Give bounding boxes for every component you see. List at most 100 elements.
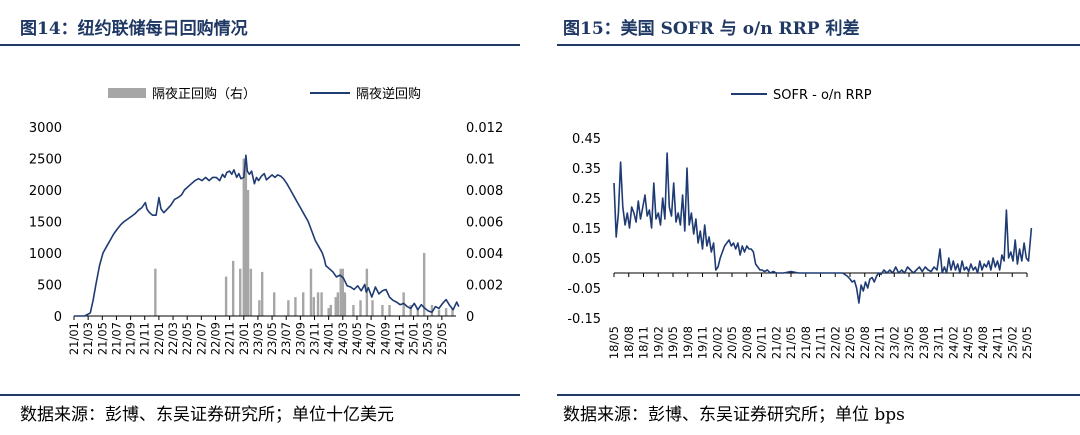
right-chart-source: 数据来源：彭博、东吴证券研究所；单位 bps	[563, 405, 905, 425]
bar-overnight-repo	[437, 309, 441, 316]
x-tick-label: 19/05	[666, 326, 680, 359]
y-tick-label: -0.15	[567, 312, 601, 327]
x-tick-label: 22/08	[858, 326, 872, 359]
y-right-tick-label: 0.012	[466, 121, 503, 136]
bar-overnight-repo	[334, 297, 337, 316]
x-tick-label: 19/08	[681, 326, 695, 359]
right-chart-panel: 图15：美国 SOFR 与 o/n RRP 利差 SOFR - o/n RRP 0…	[557, 0, 1080, 435]
bar-overnight-repo	[244, 158, 248, 316]
x-tick-label: 21/03	[81, 322, 95, 355]
bar-overnight-repo	[430, 304, 434, 316]
right-title-rule	[557, 44, 1080, 46]
line-sofr-spread	[613, 152, 1033, 304]
y-right-tick-label: 0.002	[466, 279, 503, 294]
x-tick-label: 25/03	[421, 322, 435, 355]
x-tick-label: 24/08	[976, 326, 990, 359]
bar-overnight-repo	[336, 292, 340, 316]
bar-overnight-repo	[260, 271, 264, 316]
bar-overnight-repo	[231, 260, 235, 316]
y-right-tick-label: 0.01	[466, 153, 495, 168]
bar-overnight-repo	[371, 300, 374, 316]
y-left-tick-label: 3000	[29, 121, 62, 136]
bar-overnight-repo	[309, 268, 313, 316]
x-tick-label: 24/02	[946, 326, 960, 359]
left-chart-title: 图14：纽约联储每日回购情况	[20, 19, 248, 39]
x-tick-label: 22/05	[843, 326, 857, 359]
x-tick-label: 22/01	[152, 322, 166, 355]
bar-overnight-repo	[242, 158, 245, 316]
bar-overnight-repo	[224, 276, 228, 316]
x-tick-label: 21/11	[814, 326, 828, 359]
x-tick-label: 25/01	[407, 322, 421, 355]
right-chart-title: 图15：美国 SOFR 与 o/n RRP 利差	[563, 19, 860, 39]
line-overnight-reverse-repo	[74, 154, 460, 317]
y-tick-label: 0.45	[572, 132, 601, 147]
x-tick-label: 21/05	[784, 326, 798, 359]
x-tick-label: 19/02	[651, 326, 665, 359]
x-tick-label: 23/01	[237, 322, 251, 355]
bar-overnight-repo	[381, 304, 384, 316]
y-right-tick-label: 0.008	[466, 184, 503, 199]
x-tick-label: 21/09	[124, 322, 138, 355]
bar-overnight-repo	[416, 308, 419, 316]
bar-overnight-repo	[339, 268, 342, 316]
bar-overnight-repo	[451, 308, 454, 316]
y-right-tick-label: 0.004	[466, 247, 503, 262]
bar-overnight-repo	[294, 297, 297, 316]
x-tick-label: 20/02	[710, 326, 724, 359]
left-chart: 隔夜正回购（右） 隔夜逆回购 3000 2500 2000 1500 1000 500 0 0.0…	[29, 86, 503, 355]
x-tick-label: 23/05	[265, 322, 279, 355]
bar-overnight-repo	[444, 308, 448, 316]
bar-overnight-repo	[341, 268, 345, 316]
x-tick-label: 24/03	[336, 322, 350, 355]
y-left-tick-label: 0	[54, 310, 62, 325]
bar-overnight-repo	[246, 190, 250, 316]
bar-overnight-repo	[302, 292, 305, 316]
x-tick-label: 24/11	[991, 326, 1005, 359]
bar-overnight-repo	[388, 304, 391, 316]
x-tick-label: 23/02	[887, 326, 901, 359]
bar-overnight-repo	[272, 292, 276, 316]
x-tick-label: 22/05	[180, 322, 194, 355]
bar-overnight-repo	[409, 304, 412, 316]
y-tick-label: -0.05	[567, 282, 601, 297]
x-tick-label: 21/08	[799, 326, 813, 359]
bar-overnight-repo	[312, 297, 316, 316]
x-tick-label: 23/11	[308, 322, 322, 355]
x-tick-label: 25/05	[435, 322, 449, 355]
x-tick-label: 24/07	[364, 322, 378, 355]
x-tick-label: 23/07	[279, 322, 293, 355]
bar-overnight-repo	[422, 253, 426, 316]
x-tick-label: 22/11	[223, 322, 237, 355]
y-tick-label: 0.05	[572, 252, 601, 267]
bar-overnight-repo	[154, 268, 157, 316]
y-tick-label: 0.35	[572, 162, 601, 177]
x-tick-label: 24/05	[961, 326, 975, 359]
x-tick-label: 21/01	[67, 322, 81, 355]
bar-overnight-repo	[329, 304, 332, 316]
legend-label-sofr-spread: SOFR - o/n RRP	[773, 88, 872, 103]
x-tick-label: 21/11	[138, 322, 152, 355]
x-tick-label: 23/03	[251, 322, 265, 355]
left-title-rule	[0, 44, 520, 46]
x-tick-label: 22/07	[194, 322, 208, 355]
bar-overnight-repo	[258, 300, 261, 316]
bar-overnight-repo	[249, 268, 253, 316]
y-left-tick-label: 500	[37, 279, 62, 294]
x-tick-label: 18/05	[607, 326, 621, 359]
bar-overnight-repo	[359, 300, 362, 316]
x-tick-label: 25/02	[1005, 326, 1019, 359]
x-tick-label: 25/05	[1020, 326, 1034, 359]
y-left-tick-label: 2500	[29, 153, 62, 168]
left-source-rule	[0, 394, 520, 396]
y-left-tick-label: 2000	[29, 184, 62, 199]
legend-label-overnight-repo: 隔夜正回购（右）	[152, 86, 256, 102]
x-tick-label: 23/11	[932, 326, 946, 359]
x-tick-label: 18/11	[637, 326, 651, 359]
x-tick-label: 24/09	[378, 322, 392, 355]
x-tick-label: 21/02	[769, 326, 783, 359]
bar-overnight-repo	[343, 292, 347, 316]
bar-overnight-repo	[352, 304, 355, 316]
x-tick-label: 22/02	[828, 326, 842, 359]
bar-overnight-repo	[316, 292, 320, 316]
